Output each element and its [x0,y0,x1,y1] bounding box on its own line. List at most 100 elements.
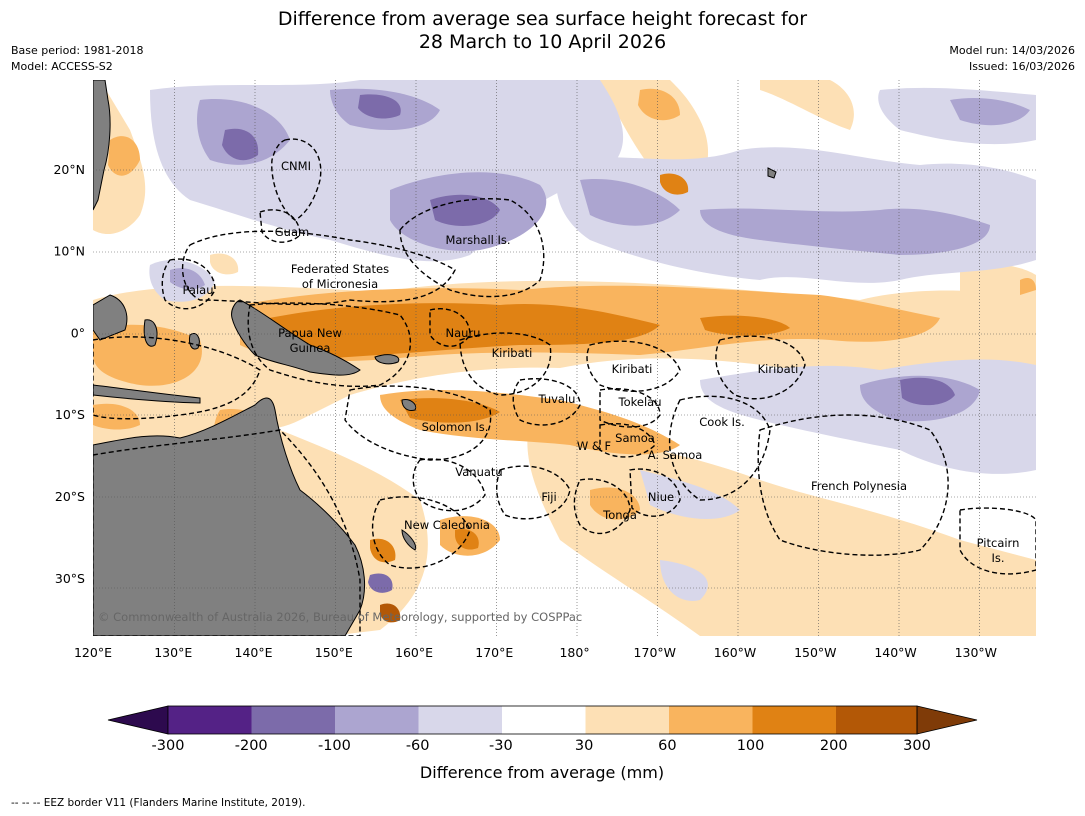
colorbar-extend-high [916,705,978,735]
eez-kiribati-c [586,340,681,392]
halmahera [189,333,200,350]
region-labels: CNMI Guam Marshall Is. Federated States … [183,159,1020,565]
eez-fiji [496,465,571,520]
anomaly-strong-negative [222,94,955,593]
lon-tick-label: 130°E [154,645,192,660]
lat-tick-label: 0° [71,325,85,340]
label-png-1: Papua New [278,326,342,340]
lon-tick-label: 160°W [714,645,756,660]
eez-nauru [429,308,471,347]
lon-tick-label: 150°W [794,645,836,660]
meta-right: Model run: 14/03/2026 Issued: 16/03/2026 [949,43,1075,75]
colorbar-bin-9 [836,706,917,734]
land-masses [93,80,777,636]
colorbar-bin-8 [752,706,836,734]
label-kiribati-east: Kiribati [758,362,799,376]
eez-kiribati-e [715,335,806,400]
colorbar-tick-label: 30 [575,738,593,754]
colorbar-extend-low [107,705,169,735]
lon-tick-label: 150°E [315,645,353,660]
eez-indonesia [93,336,261,420]
label-solomon: Solomon Is. [422,420,489,434]
label-fsm-2: of Micronesia [302,277,378,291]
label-fsm-1: Federated States [291,262,389,276]
chart-title: Difference from average sea surface heig… [0,8,1085,54]
colorbar-bin-2 [251,706,335,734]
lon-tick-label: 130°W [955,645,997,660]
eez-png [247,302,411,388]
new-guinea [231,299,361,376]
label-american-samoa: A. Samoa [648,448,703,462]
model-name: Model: ACCESS-S2 [11,60,113,73]
anomaly-extreme-positive [380,603,401,623]
label-marshall: Marshall Is. [445,233,510,247]
eez-palau [161,258,216,310]
colorbar-outline [167,705,918,735]
lon-tick-label: 180° [559,645,589,660]
eez-ausnz [93,429,361,636]
lat-tick-label: 20°S [55,489,85,504]
colorbar-tick-label: 60 [658,738,676,754]
eez-solomon [344,385,492,461]
lat-tick-label: 20°N [53,162,85,177]
anomaly-mid-negative [170,88,1030,422]
colorbar-bin-7 [669,706,753,734]
label-palau: Palau [183,283,214,297]
lon-tick-label: 170°E [475,645,513,660]
label-pitcairn-2: Is. [991,551,1004,565]
lon-tick-label: 140°W [874,645,916,660]
lon-tick-label: 120°E [74,645,112,660]
copyright-notice: © Commonwealth of Australia 2026, Bureau… [98,610,582,624]
sulawesi [143,319,158,347]
eez-cook [668,395,771,501]
eez-marshall [399,198,545,298]
borneo [93,294,128,341]
anomaly-strong-positive [260,173,790,563]
lon-tick-label: 140°E [235,645,273,660]
lat-tick-label: 30°S [55,571,85,586]
model-run: Model run: 14/03/2026 [949,44,1075,57]
colorbar: -300 -200 -100 -60 -30 30 60 100 200 300 Differen… [107,705,978,782]
label-cook: Cook Is. [699,415,744,429]
map-field: CNMI Guam Marshall Is. Federated States … [93,80,1036,636]
lon-tick-label: 160°E [395,645,433,660]
label-samoa: Samoa [615,431,655,445]
solomons [401,399,417,411]
base-period: Base period: 1981-2018 [11,44,144,57]
label-new-caledonia: New Caledonia [404,518,490,532]
colorbar-tick-label: 200 [820,738,848,754]
latitude-ticks: 20°N 10°N 0° 10°S 20°S 30°S [53,162,85,586]
longitude-ticks: 120°E 130°E 140°E 150°E 160°E 170°E 180° 170°W 1… [74,645,997,660]
colorbar-tick-label: -60 [406,738,430,754]
eez-niue [629,468,681,517]
label-nauru: Nauru [446,326,481,340]
label-kiribati-west: Kiribati [492,346,533,360]
label-wallis-futuna: W & F [577,439,611,453]
eez-fsm [181,230,456,306]
eez-tuvalu [512,378,581,426]
label-png-2: Guinea [290,341,331,355]
label-vanuatu: Vanuatu [455,465,502,479]
issued-date: Issued: 16/03/2026 [968,60,1075,73]
colorbar-bin-5 [502,706,586,734]
colorbar-tick-label: 300 [903,738,931,754]
colorbar-bin-6 [585,706,669,734]
label-pitcairn-1: Pitcairn [977,536,1020,550]
lon-tick-label: 170°W [634,645,676,660]
eez-borders [93,138,1036,636]
eez-footnote: -- -- -- EEZ border V11 (Flanders Marine… [11,797,306,809]
new-caledonia [401,529,417,551]
java-timor [93,384,201,404]
colorbar-bin-4 [418,706,502,734]
label-tuvalu: Tuvalu [538,392,576,406]
label-niue: Niue [648,490,674,504]
colorbar-bin-1 [168,706,252,734]
eez-cnmi [271,138,322,221]
colorbar-title: Difference from average (mm) [420,763,664,782]
eez-frpoly [757,414,949,556]
label-cnmi: CNMI [281,159,311,173]
australia [93,397,365,636]
meta-left: Base period: 1981-2018 Model: ACCESS-S2 [11,43,143,75]
label-guam: Guam [275,225,309,239]
